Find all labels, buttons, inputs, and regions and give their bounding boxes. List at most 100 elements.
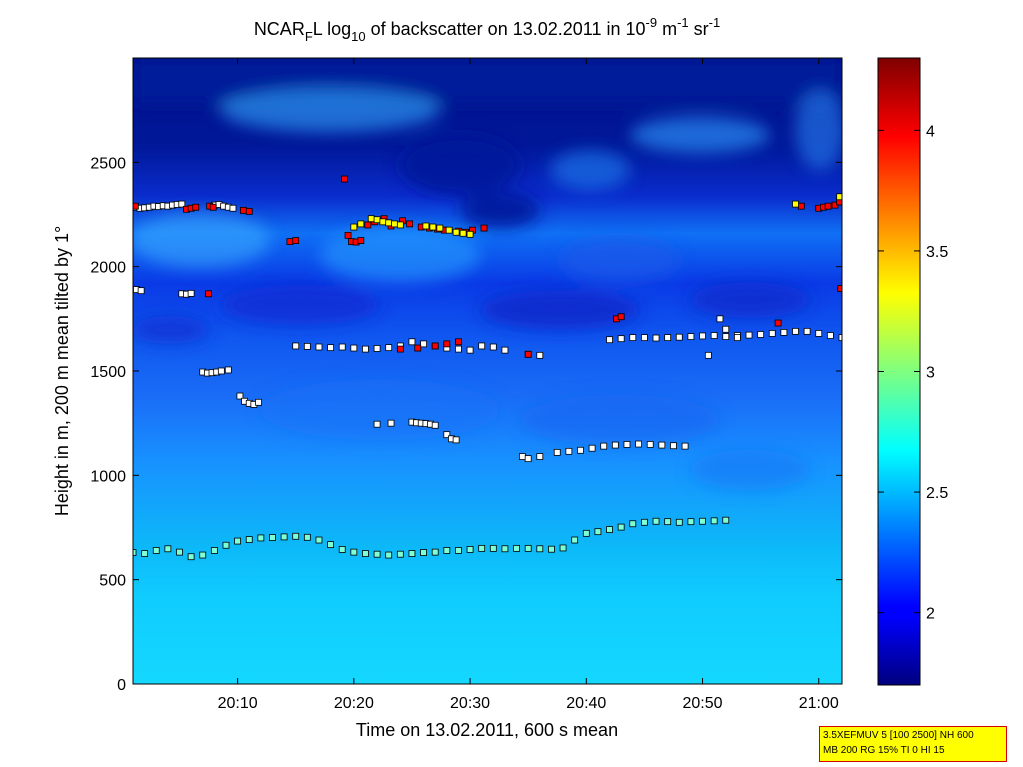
marker-point-1 [408, 338, 416, 346]
marker-point-2 [681, 442, 689, 450]
marker-point-3 [292, 237, 300, 244]
marker-point-4 [429, 223, 437, 231]
marker-point-2 [137, 287, 145, 295]
marker-point-1 [362, 345, 369, 353]
y-axis-label: Height in m, 200 m mean tilted by 1° [52, 226, 72, 516]
marker-point-1 [327, 344, 334, 352]
marker-point-4 [391, 220, 398, 228]
marker-point-4 [367, 215, 375, 223]
marker-point-0 [292, 532, 300, 540]
info-box: 3.5XEFMUV 5 [100 2500] NH 600 MB 200 RG … [819, 726, 1007, 762]
marker-point-1 [536, 351, 544, 359]
marker-point-1 [292, 342, 300, 350]
marker-point-2 [224, 366, 232, 374]
marker-point-1 [315, 343, 323, 351]
marker-point-0 [408, 550, 416, 557]
marker-point-0 [141, 550, 149, 557]
marker-point-1 [815, 330, 823, 337]
marker-point-2 [236, 392, 244, 400]
y-tick-label: 2500 [90, 155, 126, 172]
x-tick-label: 21:00 [799, 695, 839, 712]
marker-point-0 [455, 547, 462, 554]
marker-point-0 [396, 550, 404, 558]
marker-point-1 [641, 334, 648, 342]
marker-point-2 [646, 441, 654, 448]
marker-point-0 [187, 553, 195, 561]
marker-point-1 [303, 342, 311, 350]
marker-point-1 [338, 343, 346, 351]
marker-point-4 [422, 222, 430, 230]
marker-point-4 [396, 221, 404, 229]
marker-point-0 [559, 544, 567, 552]
marker-point-0 [164, 545, 172, 553]
marker-point-3 [524, 350, 532, 358]
y-tick-label: 1000 [90, 468, 126, 485]
marker-point-2 [716, 315, 724, 323]
marker-point-3 [209, 203, 217, 211]
marker-point-0 [385, 551, 393, 559]
colorbar-gradient [877, 57, 921, 686]
colorbar-tick-label: 4 [926, 123, 935, 140]
heatmap [133, 58, 842, 684]
marker-point-0 [664, 518, 672, 526]
marker-point-4 [445, 226, 453, 234]
marker-point-1 [826, 332, 834, 339]
marker-point-0 [536, 545, 544, 553]
marker-point-2 [623, 441, 631, 448]
marker-point-3 [286, 238, 294, 246]
y-tick-label: 500 [99, 573, 126, 590]
marker-point-0 [176, 548, 183, 556]
colorbar-tick-label: 3.5 [926, 244, 948, 261]
marker-point-0 [152, 547, 160, 554]
marker-point-1 [229, 204, 237, 212]
marker-point-2 [600, 442, 608, 450]
marker-point-0 [327, 541, 334, 549]
marker-point-0 [338, 546, 346, 553]
marker-point-3 [396, 345, 404, 353]
x-axis: 20:10 20:20 20:30 20:40 20:50 21:00 [218, 58, 839, 712]
marker-point-0 [617, 523, 625, 531]
marker-point-3 [480, 224, 488, 232]
marker-point-0 [257, 534, 265, 542]
colorbar: 2 2.5 3 3.5 4 [877, 57, 948, 686]
marker-point-3 [245, 207, 253, 215]
marker-point-4 [836, 193, 842, 201]
marker-point-1 [606, 336, 613, 344]
marker-point-2 [553, 448, 561, 456]
marker-point-0 [210, 547, 218, 554]
marker-point-0 [362, 550, 369, 557]
marker-point-1 [792, 327, 799, 335]
colorbar-ticks: 2 2.5 3 3.5 4 [878, 123, 948, 623]
marker-point-0 [513, 544, 520, 552]
marker-point-3 [824, 202, 832, 210]
marker-point-2 [443, 431, 451, 439]
marker-point-0 [710, 517, 718, 525]
marker-point-3 [455, 338, 462, 346]
marker-point-0 [350, 548, 358, 556]
marker-point-0 [675, 518, 683, 526]
marker-point-2 [431, 421, 439, 429]
x-tick-label: 20:30 [450, 695, 490, 712]
chart-title: NCARFL log10 of backscatter on 13.02.201… [254, 15, 720, 44]
marker-point-0 [652, 517, 660, 525]
marker-point-2 [524, 455, 532, 463]
marker-point-1 [675, 333, 683, 341]
marker-point-1 [629, 334, 637, 342]
marker-point-0 [222, 541, 230, 549]
marker-point-1 [745, 331, 753, 339]
info-line-2: MB 200 RG 15% TI 0 HI 15 [823, 745, 945, 756]
marker-point-3 [774, 319, 782, 327]
marker-point-2 [255, 398, 262, 406]
marker-point-2 [217, 367, 225, 375]
marker-point-4 [436, 224, 444, 232]
marker-point-1 [803, 327, 811, 335]
marker-point-3 [357, 237, 365, 244]
y-tick-label: 0 [117, 677, 126, 694]
marker-point-1 [710, 332, 718, 339]
marker-point-3 [341, 175, 348, 183]
marker-point-1 [420, 340, 427, 348]
marker-point-1 [466, 346, 474, 354]
marker-point-3 [617, 313, 625, 321]
marker-point-0 [478, 544, 486, 552]
marker-point-3 [406, 220, 414, 228]
